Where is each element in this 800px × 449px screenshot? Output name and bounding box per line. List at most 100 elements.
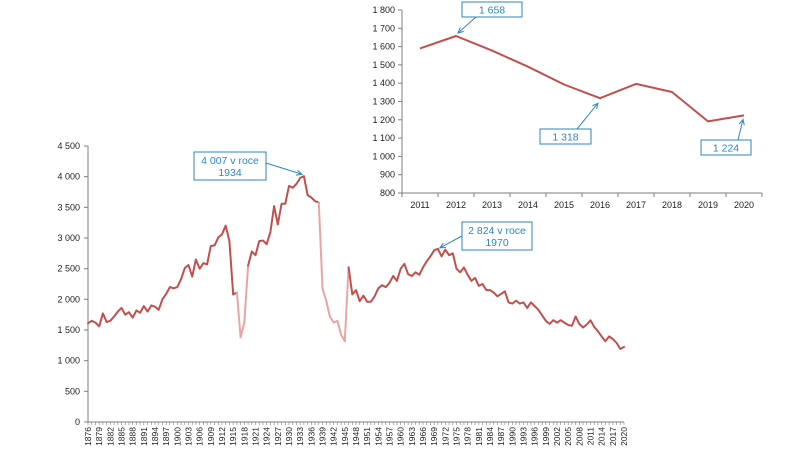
inset-annotation-2016-arrow-head bbox=[592, 102, 599, 110]
annotation-1934-box bbox=[193, 151, 267, 181]
series-line-6 bbox=[347, 247, 625, 350]
x-tick-label: 1987 bbox=[496, 427, 506, 446]
inset-x-tick-label: 2020 bbox=[734, 200, 754, 210]
annotation-1970-box bbox=[461, 221, 533, 251]
series-line-2 bbox=[235, 264, 250, 339]
x-tick-label: 1969 bbox=[429, 427, 439, 446]
inset-annotation-2016-box bbox=[539, 128, 592, 145]
inset-x-tick-label: 2016 bbox=[590, 200, 610, 210]
x-tick-label: 1975 bbox=[452, 427, 462, 446]
inset-annotation-2020-box bbox=[700, 139, 752, 156]
inset-x-tick-label: 2019 bbox=[698, 200, 718, 210]
series-line-5 bbox=[343, 266, 350, 342]
inset-y-tick-label: 800 bbox=[380, 188, 395, 198]
series-line-3 bbox=[247, 175, 320, 267]
annotation-1970-text-line: 1970 bbox=[485, 237, 509, 249]
inset-x-tick-label: 2018 bbox=[662, 200, 682, 210]
inset-y-tick-label: 1 100 bbox=[372, 133, 395, 143]
x-tick-label: 1954 bbox=[373, 427, 383, 446]
y-tick-label: 1 500 bbox=[57, 325, 80, 335]
x-tick-label: 1999 bbox=[541, 427, 551, 446]
inset-annotation-2016-text-line: 1 318 bbox=[552, 132, 578, 144]
y-tick-label: 3 500 bbox=[57, 202, 80, 212]
inset-annotation-2012-arrow-head bbox=[457, 27, 464, 34]
inset-y-tick-label: 900 bbox=[380, 170, 395, 180]
x-tick-label: 1921 bbox=[251, 427, 261, 446]
x-tick-label: 1960 bbox=[396, 427, 406, 446]
x-tick-label: 1936 bbox=[306, 427, 316, 446]
x-tick-label: 1885 bbox=[117, 427, 127, 446]
x-tick-label: 1915 bbox=[228, 427, 238, 446]
x-tick-label: 1894 bbox=[150, 427, 160, 446]
y-tick-label: 2 000 bbox=[57, 294, 80, 304]
x-tick-label: 1882 bbox=[105, 427, 115, 446]
inset-x-tick-label: 2013 bbox=[482, 200, 502, 210]
y-tick-label: 1 000 bbox=[57, 356, 80, 366]
y-tick-label: 0 bbox=[75, 417, 80, 427]
x-tick-label: 1981 bbox=[474, 427, 484, 446]
x-tick-label: 1930 bbox=[284, 427, 294, 446]
annotation-1934-text-line: 4 007 v roce bbox=[201, 155, 259, 167]
x-tick-label: 1966 bbox=[418, 427, 428, 446]
series-line-4 bbox=[317, 201, 346, 342]
inset-annotation-2020-text-line: 1 224 bbox=[713, 143, 739, 155]
x-tick-label: 1900 bbox=[172, 427, 182, 446]
series-line-0 bbox=[87, 224, 235, 328]
x-tick-label: 1933 bbox=[295, 427, 305, 446]
x-tick-label: 1978 bbox=[463, 427, 473, 446]
annotation-1970-arrow-head bbox=[438, 242, 446, 249]
x-tick-label: 1957 bbox=[385, 427, 395, 446]
y-tick-label: 4 500 bbox=[57, 141, 80, 151]
x-tick-label: 1939 bbox=[318, 427, 328, 446]
inset-series-line bbox=[419, 35, 745, 123]
annotation-1934-text-line: 1934 bbox=[218, 167, 242, 179]
inset-y-tick-label: 1 700 bbox=[372, 23, 395, 33]
x-tick-label: 1996 bbox=[530, 427, 540, 446]
x-tick-label: 1891 bbox=[139, 427, 149, 446]
inset-x-tick-label: 2012 bbox=[446, 200, 466, 210]
long-term-chart: 0 500 1 000 1 500 2 000 2 500 3 000 3 500 4 000 4… bbox=[57, 141, 629, 446]
x-tick-label: 1912 bbox=[217, 427, 227, 446]
annotation-1934-arrow-shaft bbox=[265, 162, 303, 175]
x-tick-label: 2008 bbox=[574, 427, 584, 446]
inset-annotation-2020-arrow-head bbox=[738, 118, 745, 126]
inset-y-tick-label: 1 000 bbox=[372, 151, 395, 161]
x-tick-label: 1918 bbox=[239, 427, 249, 446]
inset-annotation-2012-text-line: 1 658 bbox=[479, 5, 505, 17]
inset-annotation-2012-arrow-shaft bbox=[457, 16, 477, 34]
y-tick-label: 500 bbox=[65, 386, 80, 396]
x-tick-label: 1879 bbox=[94, 427, 104, 446]
x-tick-label: 2020 bbox=[619, 427, 629, 446]
x-tick-label: 2014 bbox=[597, 427, 607, 446]
annotation-1934-arrow-head bbox=[295, 169, 303, 176]
y-tick-label: 2 500 bbox=[57, 264, 80, 274]
x-tick-label: 2002 bbox=[552, 427, 562, 446]
x-tick-label: 1909 bbox=[206, 427, 216, 446]
inset-y-tick-label: 1 800 bbox=[372, 5, 395, 15]
x-tick-label: 2017 bbox=[608, 427, 618, 446]
x-tick-label: 1984 bbox=[485, 427, 495, 446]
x-tick-label: 1963 bbox=[407, 427, 417, 446]
x-tick-label: 1945 bbox=[340, 427, 350, 446]
x-tick-label: 1888 bbox=[128, 427, 138, 446]
x-tick-label: 1948 bbox=[351, 427, 361, 446]
x-tick-label: 1876 bbox=[83, 427, 93, 446]
x-tick-label: 1942 bbox=[329, 427, 339, 446]
inset-y-tick-label: 1 400 bbox=[372, 78, 395, 88]
y-tick-label: 3 000 bbox=[57, 233, 80, 243]
x-tick-label: 1951 bbox=[362, 427, 372, 446]
inset-y-tick-label: 1 200 bbox=[372, 115, 395, 125]
x-tick-label: 1897 bbox=[161, 427, 171, 446]
x-tick-label: 1990 bbox=[507, 427, 517, 446]
inset-x-tick-label: 2015 bbox=[554, 200, 574, 210]
inset-y-tick-label: 1 600 bbox=[372, 42, 395, 52]
inset-y-tick-label: 1 500 bbox=[372, 60, 395, 70]
inset-y-tick-label: 1 300 bbox=[372, 97, 395, 107]
inset-annotation-2020-arrow-shaft bbox=[737, 119, 744, 141]
inset-panel bbox=[370, 0, 765, 212]
x-tick-label: 1903 bbox=[184, 427, 194, 446]
annotation-1970-arrow-shaft bbox=[439, 235, 463, 249]
inset-chart-2011-2020: 800 900 1 000 1 100 1 200 1 300 1 400 1 500 1 60… bbox=[370, 0, 765, 212]
inset-x-tick-label: 2014 bbox=[518, 200, 538, 210]
